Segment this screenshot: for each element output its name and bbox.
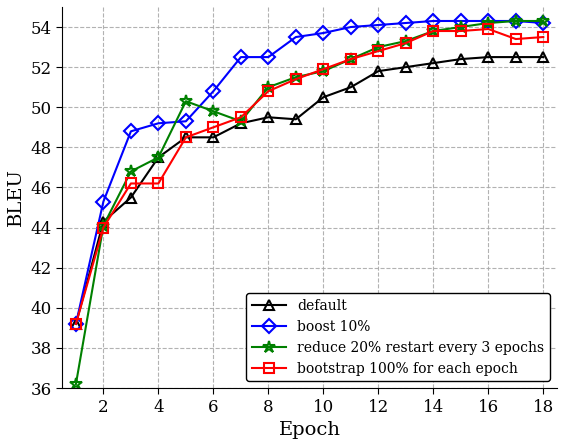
default bbox=[320, 95, 327, 100]
boost 10% bbox=[513, 18, 519, 24]
default bbox=[540, 54, 547, 60]
bootstrap 100% for each epoch bbox=[265, 88, 272, 94]
default bbox=[237, 120, 244, 126]
bootstrap 100% for each epoch bbox=[237, 115, 244, 120]
reduce 20% restart every 3 epochs bbox=[347, 57, 354, 62]
bootstrap 100% for each epoch bbox=[513, 37, 519, 42]
reduce 20% restart every 3 epochs bbox=[485, 21, 492, 26]
Line: reduce 20% restart every 3 epochs: reduce 20% restart every 3 epochs bbox=[70, 15, 549, 390]
Legend: default, boost 10%, reduce 20% restart every 3 epochs, bootstrap 100% for each e: default, boost 10%, reduce 20% restart e… bbox=[246, 293, 550, 381]
default bbox=[347, 84, 354, 90]
boost 10% bbox=[237, 54, 244, 60]
reduce 20% restart every 3 epochs bbox=[127, 169, 134, 174]
reduce 20% restart every 3 epochs bbox=[457, 25, 464, 30]
reduce 20% restart every 3 epochs bbox=[73, 381, 80, 387]
bootstrap 100% for each epoch bbox=[100, 225, 107, 230]
default bbox=[155, 155, 162, 160]
boost 10% bbox=[183, 119, 190, 124]
bootstrap 100% for each epoch bbox=[210, 124, 217, 130]
boost 10% bbox=[375, 22, 382, 28]
bootstrap 100% for each epoch bbox=[347, 57, 354, 62]
reduce 20% restart every 3 epochs bbox=[237, 119, 244, 124]
Y-axis label: BLEU: BLEU bbox=[7, 169, 25, 227]
bootstrap 100% for each epoch bbox=[375, 49, 382, 54]
bootstrap 100% for each epoch bbox=[403, 41, 409, 46]
reduce 20% restart every 3 epochs bbox=[155, 155, 162, 160]
reduce 20% restart every 3 epochs bbox=[540, 18, 547, 24]
bootstrap 100% for each epoch bbox=[127, 181, 134, 186]
boost 10% bbox=[127, 128, 134, 134]
Line: default: default bbox=[71, 52, 548, 329]
boost 10% bbox=[347, 25, 354, 30]
bootstrap 100% for each epoch bbox=[155, 181, 162, 186]
bootstrap 100% for each epoch bbox=[430, 29, 437, 34]
reduce 20% restart every 3 epochs bbox=[430, 29, 437, 34]
boost 10% bbox=[457, 18, 464, 24]
default bbox=[73, 321, 80, 326]
reduce 20% restart every 3 epochs bbox=[183, 99, 190, 104]
boost 10% bbox=[265, 54, 272, 60]
reduce 20% restart every 3 epochs bbox=[210, 108, 217, 114]
reduce 20% restart every 3 epochs bbox=[403, 38, 409, 44]
default bbox=[100, 219, 107, 224]
boost 10% bbox=[403, 21, 409, 26]
Line: boost 10%: boost 10% bbox=[71, 16, 548, 329]
Line: bootstrap 100% for each epoch: bootstrap 100% for each epoch bbox=[71, 24, 548, 329]
bootstrap 100% for each epoch bbox=[293, 76, 299, 82]
default bbox=[210, 135, 217, 140]
bootstrap 100% for each epoch bbox=[183, 135, 190, 140]
reduce 20% restart every 3 epochs bbox=[265, 84, 272, 90]
boost 10% bbox=[210, 88, 217, 94]
boost 10% bbox=[155, 120, 162, 126]
reduce 20% restart every 3 epochs bbox=[293, 74, 299, 80]
reduce 20% restart every 3 epochs bbox=[100, 223, 107, 228]
boost 10% bbox=[293, 34, 299, 40]
boost 10% bbox=[430, 18, 437, 24]
default bbox=[127, 195, 134, 200]
bootstrap 100% for each epoch bbox=[320, 66, 327, 72]
boost 10% bbox=[100, 199, 107, 204]
boost 10% bbox=[73, 321, 80, 326]
bootstrap 100% for each epoch bbox=[457, 29, 464, 34]
default bbox=[183, 135, 190, 140]
X-axis label: Epoch: Epoch bbox=[279, 421, 341, 439]
default bbox=[513, 54, 519, 60]
default bbox=[265, 115, 272, 120]
default bbox=[485, 54, 492, 60]
reduce 20% restart every 3 epochs bbox=[375, 45, 382, 50]
default bbox=[457, 57, 464, 62]
reduce 20% restart every 3 epochs bbox=[320, 68, 327, 74]
bootstrap 100% for each epoch bbox=[540, 34, 547, 40]
reduce 20% restart every 3 epochs bbox=[513, 18, 519, 24]
default bbox=[403, 65, 409, 70]
boost 10% bbox=[320, 30, 327, 36]
default bbox=[293, 116, 299, 122]
bootstrap 100% for each epoch bbox=[485, 26, 492, 32]
boost 10% bbox=[485, 18, 492, 24]
boost 10% bbox=[540, 21, 547, 26]
default bbox=[430, 61, 437, 66]
bootstrap 100% for each epoch bbox=[73, 321, 80, 326]
default bbox=[375, 68, 382, 74]
